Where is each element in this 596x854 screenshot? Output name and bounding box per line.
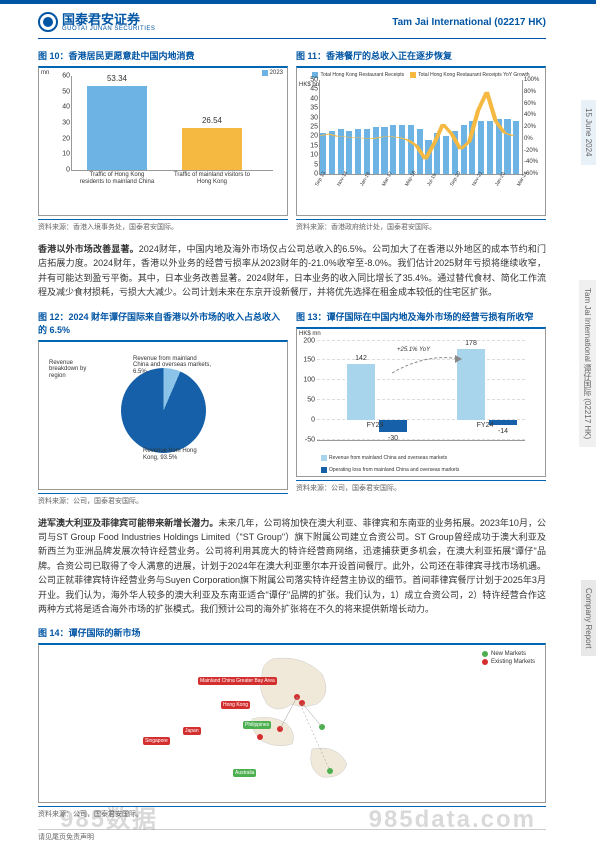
map: Mainland China Greater Bay Area Hong Kon… <box>43 649 541 789</box>
fig12-title: 图 12：2024 财年谭仔国际来自香港以外市场的收入占总收入的 6.5% <box>38 310 288 336</box>
fig10: 图 10：香港居民更愿意赴中国内地消费 mn 2023 010203040506… <box>38 49 288 242</box>
fig13-title: 图 13：谭仔国际在中国内地及海外市场的经营亏损有所收窄 <box>296 310 546 323</box>
fig13-legend: Revenue from mainland China and overseas… <box>301 455 541 473</box>
fig13-source: 资料来源：公司，国泰君安国际。 <box>296 480 546 493</box>
logo-icon <box>38 12 58 32</box>
fig11: 图 11：香港餐厅的总收入正在逐步恢复 Total Hong Kong Rest… <box>296 49 546 242</box>
fig11-title: 图 11：香港餐厅的总收入正在逐步恢复 <box>296 49 546 62</box>
fig10-source: 资料来源：香港入境事务处，国泰君安国际。 <box>38 219 288 232</box>
pie <box>121 368 206 453</box>
side-type: Company Report <box>581 580 596 656</box>
side-date: 15 June 2024 <box>581 100 596 165</box>
para2-text: 未来几年，公司将加快在澳大利亚、菲律宾和东南亚的业务拓展。2023年10月，公司… <box>38 518 546 614</box>
map-label-au: Australia <box>233 769 256 777</box>
fig12-slice2-label: Revenue from Hong Kong, 93.5% <box>143 448 203 461</box>
map-label-hk: Hong Kong <box>221 701 250 709</box>
map-svg <box>182 649 402 789</box>
fig11-leg1: Total Hong Kong Restaurant Receipts <box>320 72 404 78</box>
legend-swatch <box>410 72 416 78</box>
fig14: 图 14：谭仔国际的新市场 New Markets Existing Marke… <box>38 626 546 819</box>
fig10-title: 图 10：香港居民更愿意赴中国内地消费 <box>38 49 288 62</box>
fig12-source: 资料来源：公司，国泰君安国际。 <box>38 493 288 506</box>
logo-en: GUOTAI JUNAN SECURITIES <box>62 26 155 32</box>
map-label-sg: Singapore <box>143 737 170 745</box>
legend-swatch <box>321 467 327 473</box>
legend-swatch <box>321 455 327 461</box>
watermark-1: 985数据 <box>60 799 158 834</box>
para2-bold: 进军澳大利亚及菲律宾可能带来新增长潜力。 <box>38 518 218 528</box>
map-label-jp: Japan <box>183 727 201 735</box>
fig14-title: 图 14：谭仔国际的新市场 <box>38 626 546 639</box>
fig11-leg2: Total Hong Kong Restaurant Receipts YoY … <box>418 72 529 78</box>
map-label-ph: Philippines <box>243 721 271 729</box>
logo: 国泰君安证券 GUOTAI JUNAN SECURITIES <box>38 12 155 32</box>
para1-bold: 香港以外市场改善显著。 <box>38 244 139 254</box>
company-tag: Tam Jai International (02217 HK) <box>392 17 546 28</box>
top-border <box>0 0 596 4</box>
row-fig10-11: 图 10：香港居民更愿意赴中国内地消费 mn 2023 010203040506… <box>38 49 546 242</box>
watermark-2: 985data.com <box>369 806 536 834</box>
fig13-leg2: Operating loss from mainland China and o… <box>329 467 459 473</box>
fig11-source: 资料来源：香港政府统计处，国泰君安国际。 <box>296 219 546 232</box>
fig11-chart: Total Hong Kong Restaurant Receipts Tota… <box>296 66 546 216</box>
header: 国泰君安证券 GUOTAI JUNAN SECURITIES Tam Jai I… <box>38 12 546 32</box>
paragraph-1: 香港以外市场改善显著。2024财年，中国内地及海外市场仅占公司总收入的6.5%。… <box>38 242 546 300</box>
header-line <box>38 38 546 39</box>
fig10-chart: mn 2023 010203040506053.34Traffic of Hon… <box>38 66 288 216</box>
fig14-chart: New Markets Existing Markets <box>38 643 546 803</box>
page: 15 June 2024 Tam Jai International 谭仔国际 … <box>0 0 596 854</box>
fig12: 图 12：2024 财年谭仔国际来自香港以外市场的收入占总收入的 6.5% Re… <box>38 310 288 516</box>
fig11-legend: Total Hong Kong Restaurant Receipts Tota… <box>301 72 541 78</box>
fig12-legend-title: Revenue breakdown by region <box>49 360 95 380</box>
row-fig12-13: 图 12：2024 财年谭仔国际来自香港以外市场的收入占总收入的 6.5% Re… <box>38 310 546 516</box>
fig12-slice1-label: Revenue from mainland China and overseas… <box>133 356 213 376</box>
fig12-chart: Revenue breakdown by region Revenue from… <box>38 340 288 490</box>
fig13: 图 13：谭仔国际在中国内地及海外市场的经营亏损有所收窄 HK$ mn +25.… <box>296 310 546 516</box>
fig13-leg1: Revenue from mainland China and overseas… <box>329 455 447 461</box>
map-label-cn: Mainland China Greater Bay Area <box>198 677 277 685</box>
fig13-chart: HK$ mn +25.1% YoY -50050100150200142-30F… <box>296 327 546 477</box>
paragraph-2: 进军澳大利亚及菲律宾可能带来新增长潜力。未来几年，公司将加快在澳大利亚、菲律宾和… <box>38 516 546 617</box>
fig13-yunit: HK$ mn <box>299 331 321 337</box>
logo-cn: 国泰君安证券 <box>62 13 155 26</box>
side-ticker: Tam Jai International 谭仔国际 (02217 HK) <box>579 280 596 447</box>
